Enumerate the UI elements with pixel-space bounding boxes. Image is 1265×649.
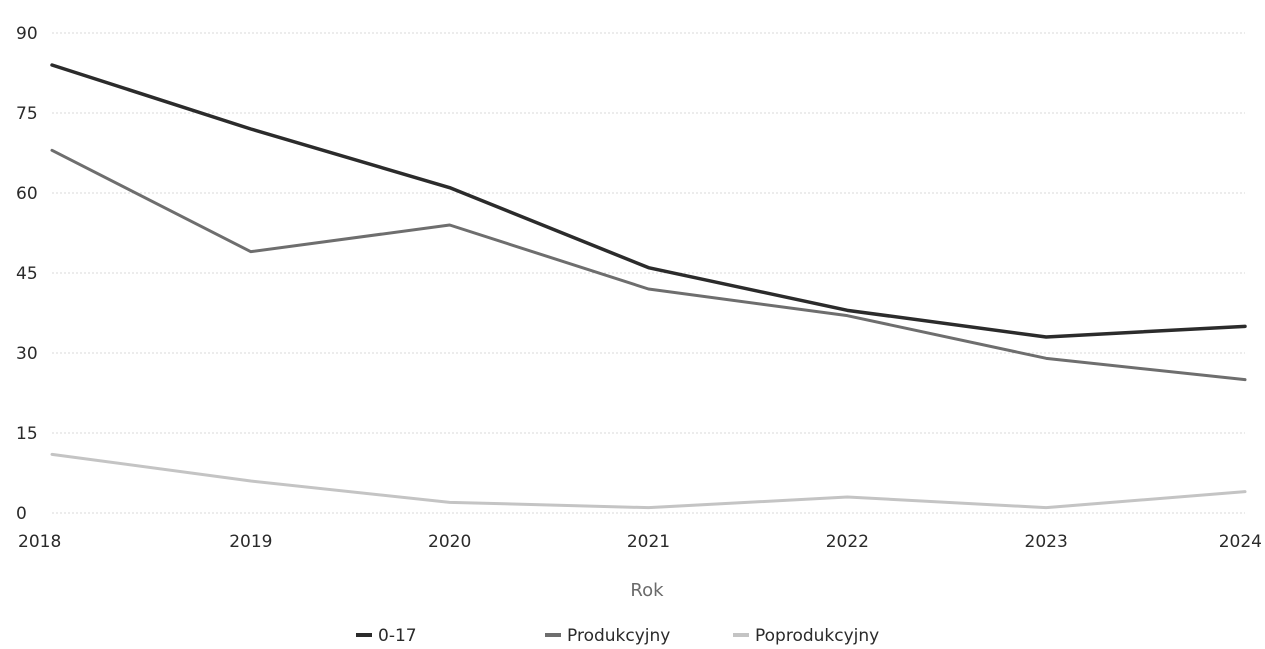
x-tick-label: 2019 (229, 532, 272, 552)
x-axis-ticks: 2018 2019 2020 2021 2022 2023 2024 (18, 532, 1262, 552)
x-tick-label: 2020 (428, 532, 471, 552)
y-tick-label: 75 (16, 104, 38, 124)
legend-label: Poprodukcyjny (755, 626, 879, 646)
x-tick-label: 2021 (627, 532, 670, 552)
x-axis-title: Rok (630, 580, 664, 601)
series-line-produkcyjny (50, 148, 1247, 382)
x-tick-label: 2023 (1025, 532, 1068, 552)
legend-item: Produkcyjny (545, 626, 670, 646)
legend-item: Poprodukcyjny (733, 626, 879, 646)
legend-label: Produkcyjny (567, 626, 670, 646)
x-tick-label: 2022 (826, 532, 869, 552)
y-tick-label: 15 (16, 424, 38, 444)
y-axis-ticks: 0 15 30 45 60 75 90 (16, 24, 38, 524)
legend-label: 0-17 (378, 626, 417, 646)
y-tick-label: 30 (16, 344, 38, 364)
y-tick-label: 0 (16, 504, 27, 524)
y-tick-label: 90 (16, 24, 38, 44)
x-tick-label: 2018 (18, 532, 61, 552)
series-line-0-17 (50, 63, 1247, 339)
y-tick-label: 60 (16, 184, 38, 204)
gridlines (52, 32, 1245, 514)
legend: 0-17 Produkcyjny Poprodukcyjny (356, 626, 879, 646)
x-tick-label: 2024 (1219, 532, 1262, 552)
y-tick-label: 45 (16, 264, 38, 284)
series-lines (50, 63, 1247, 510)
legend-item: 0-17 (356, 626, 417, 646)
series-line-poprodukcyjny (50, 452, 1247, 510)
